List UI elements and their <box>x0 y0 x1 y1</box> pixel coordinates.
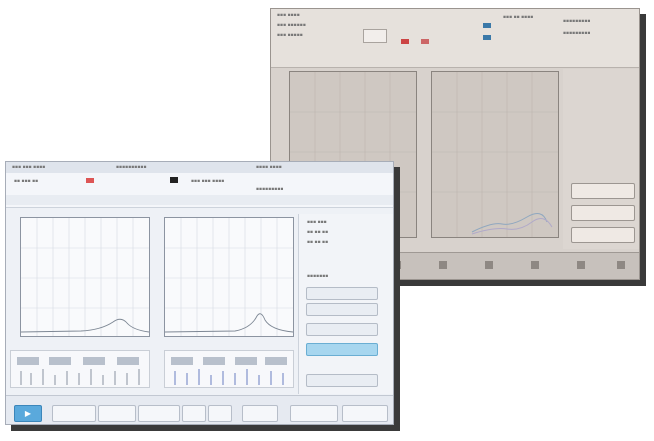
chart-icon[interactable] <box>439 261 447 269</box>
front-toolbar: ▪▪ ▪▪▪ ▪▪ ▪▪▪ ▪▪▪ ▪▪▪▪ ▪▪▪▪▪▪▪▪▪ <box>6 173 393 208</box>
front-toolbar-button[interactable] <box>52 405 96 422</box>
front-plot-right <box>164 217 294 337</box>
front-toolbar-text: ▪▪ ▪▪▪ ▪▪ <box>14 179 39 184</box>
red-swatch <box>401 39 409 44</box>
front-toolbar-button[interactable] <box>208 405 232 422</box>
help-icon[interactable] <box>617 261 625 269</box>
front-bottom-toolbar: ▶ <box>6 395 393 424</box>
front-toolbar-button[interactable] <box>342 405 388 422</box>
front-menu-text: ▪▪▪▪▪▪▪▪▪▪ <box>116 165 147 170</box>
back-sidebar <box>563 69 639 249</box>
back-plot-right-grid <box>432 72 558 237</box>
front-tab-row <box>6 195 393 205</box>
back-header-panel: ▪▪▪ ▪▪▪▪ ▪▪▪ ▪▪▪▪▪▪ ▪▪▪ ▪▪▪▪▪ ▪▪▪ ▪▪ ▪▪▪… <box>271 9 639 68</box>
front-toolbar-text: ▪▪▪ ▪▪▪ ▪▪▪▪ <box>191 179 225 184</box>
front-screenshot: ▪▪▪ ▪▪▪ ▪▪▪▪ ▪▪▪▪▪▪▪▪▪▪ ▪▪▪▪ ▪▪▪▪ ▪▪ ▪▪▪… <box>5 161 394 425</box>
red-swatch <box>421 39 429 44</box>
play-icon: ▶ <box>24 409 32 418</box>
front-waveform-strip-right <box>164 350 294 388</box>
front-panel-text: ▪▪▪▪▪▪▪ <box>307 274 329 279</box>
print-icon[interactable] <box>577 261 585 269</box>
front-panel-text: ▪▪ ▪▪ ▪▪ <box>307 240 329 245</box>
back-header-text: ▪▪▪ ▪▪▪▪ <box>277 13 300 18</box>
back-side-button[interactable] <box>571 205 635 221</box>
front-plot-left <box>20 217 150 337</box>
front-panel-button[interactable] <box>306 287 378 300</box>
front-toolbar-button[interactable] <box>138 405 180 422</box>
back-side-button[interactable] <box>571 227 635 243</box>
front-panel-button[interactable] <box>306 323 378 336</box>
front-toolbar-button[interactable] <box>98 405 136 422</box>
play-button[interactable]: ▶ <box>14 405 42 422</box>
back-curve <box>471 212 548 233</box>
front-plot-left-svg <box>20 218 150 336</box>
front-menu-text: ▪▪▪ ▪▪▪ ▪▪▪▪ <box>12 165 46 170</box>
front-toolbar-button[interactable] <box>242 405 278 422</box>
front-curve-right <box>164 313 294 333</box>
settings-icon[interactable] <box>485 261 493 269</box>
back-side-button[interactable] <box>571 183 635 199</box>
export-icon[interactable] <box>531 261 539 269</box>
back-header-text: ▪▪▪ ▪▪▪▪▪▪ <box>277 23 306 28</box>
back-plot-right <box>431 71 559 238</box>
back-header-text: ▪▪▪ ▪▪▪▪▪ <box>277 33 303 38</box>
red-swatch <box>86 178 94 183</box>
back-curve <box>471 217 553 235</box>
back-header-text: ▪▪▪▪▪▪▪▪▪ <box>563 31 591 36</box>
front-menu-text: ▪▪▪▪ ▪▪▪▪ <box>256 165 282 170</box>
front-toolbar-button[interactable] <box>182 405 206 422</box>
front-panel-text: ▪▪ ▪▪ ▪▪ <box>307 230 329 235</box>
front-panel-button[interactable] <box>306 374 378 387</box>
front-toolbar-button[interactable] <box>290 405 338 422</box>
back-header-text: ▪▪▪▪▪▪▪▪▪ <box>563 19 591 24</box>
front-waveform-svg <box>17 357 140 385</box>
black-indicator <box>170 177 178 183</box>
front-panel-button[interactable] <box>306 303 378 316</box>
front-waveform-strip-left <box>10 350 150 388</box>
front-plot-right-svg <box>164 218 294 336</box>
back-header-text: ▪▪▪ ▪▪ ▪▪▪▪ <box>503 15 534 20</box>
front-toolbar-text: ▪▪▪▪▪▪▪▪▪ <box>256 187 284 192</box>
back-display-box <box>363 29 387 43</box>
front-panel-button-active[interactable] <box>306 343 378 356</box>
front-panel-text: ▪▪▪ ▪▪▪ <box>307 220 327 225</box>
front-curve-left <box>20 318 150 333</box>
front-waveform-svg <box>171 357 287 385</box>
blue-swatch <box>483 35 491 40</box>
grid-icon[interactable] <box>393 261 401 269</box>
blue-swatch <box>483 23 491 28</box>
